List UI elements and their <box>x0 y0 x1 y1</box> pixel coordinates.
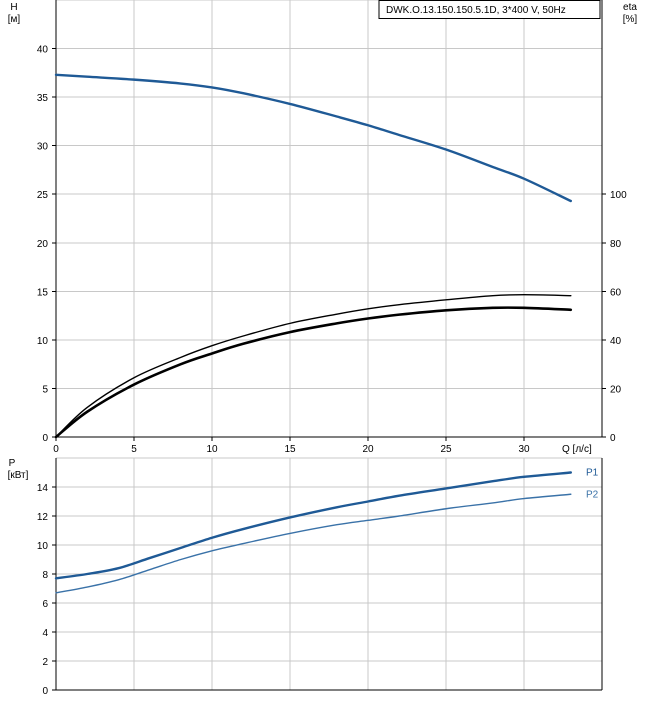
efficiency-curve-upper-series <box>55 294 572 438</box>
bottom-y-axis-unit: [кВт] <box>8 470 29 481</box>
top-y-axis-unit: [м] <box>8 14 21 25</box>
bottom-y-tick-label: 8 <box>42 570 48 581</box>
bottom-y-tick-label: 10 <box>37 541 49 552</box>
power-p1-series <box>54 471 572 580</box>
top-y-tick-label: 30 <box>37 142 49 153</box>
top-y2-tick-label: 0 <box>610 433 616 444</box>
bottom-y-tick-label: 14 <box>37 483 49 494</box>
bottom-y-tick-label: 6 <box>42 599 48 610</box>
top-y-tick-label: 15 <box>37 287 49 298</box>
top-y-tick-label: 40 <box>37 45 49 56</box>
top-x-tick-label: 0 <box>53 444 59 455</box>
bottom-y-tick-label: 0 <box>42 686 48 697</box>
top-y-tick-label: 10 <box>37 336 49 347</box>
top-x-tick-label: 20 <box>362 444 374 455</box>
top-y-tick-label: 0 <box>42 433 48 444</box>
bottom-y-tick-label: 2 <box>42 657 48 668</box>
top-x-tick-label: 25 <box>440 444 452 455</box>
top-x-tick-label: 30 <box>518 444 530 455</box>
top-y2-tick-label: 80 <box>610 239 622 250</box>
head-efficiency-chart: 0 5 10 15 20 25 30 35 40 0 20 40 60 80 100 0 5 10 15 20 25 30… <box>8 0 638 455</box>
series-label-p1: P1 <box>586 468 599 479</box>
series-label-p2: P2 <box>586 489 599 500</box>
top-y2-tick-label: 40 <box>610 336 622 347</box>
top-y2-tick-label: 20 <box>610 384 622 395</box>
bottom-y-tick-label: 4 <box>42 628 48 639</box>
chart-title-box: DWK.O.13.150.150.5.1D, 3*400 V, 50Hz <box>378 0 601 19</box>
top-x-axis-label: Q [л/c] <box>562 444 592 455</box>
top-x-tick-label: 15 <box>284 444 296 455</box>
efficiency-curve-lower-series <box>54 306 573 439</box>
chart-title-border <box>378 0 601 19</box>
top-y-tick-label: 35 <box>37 93 49 104</box>
top-y-axis-label: H <box>10 2 17 13</box>
bottom-y-axis-label: P <box>9 458 16 469</box>
top-y-tick-label: 5 <box>42 384 48 395</box>
top-x-tick-label: 10 <box>206 444 218 455</box>
top-y2-axis-unit: [%] <box>623 14 638 25</box>
head-curve-series <box>54 73 572 203</box>
top-y2-axis-label: eta <box>623 2 637 13</box>
top-x-tick-label: 5 <box>131 444 137 455</box>
power-chart: 0 2 4 6 8 10 12 14 P[кВт] P1 P2 <box>8 457 603 697</box>
top-y-tick-label: 20 <box>37 239 49 250</box>
top-y-tick-label: 25 <box>37 190 49 201</box>
top-gridlines <box>55 0 603 437</box>
top-y2-tick-label: 60 <box>610 287 622 298</box>
bottom-y-tick-label: 12 <box>37 512 49 523</box>
power-p2-series <box>55 493 572 594</box>
chart-title: DWK.O.13.150.150.5.1D, 3*400 V, 50Hz <box>386 5 566 16</box>
top-y2-tick-label: 100 <box>610 190 627 201</box>
